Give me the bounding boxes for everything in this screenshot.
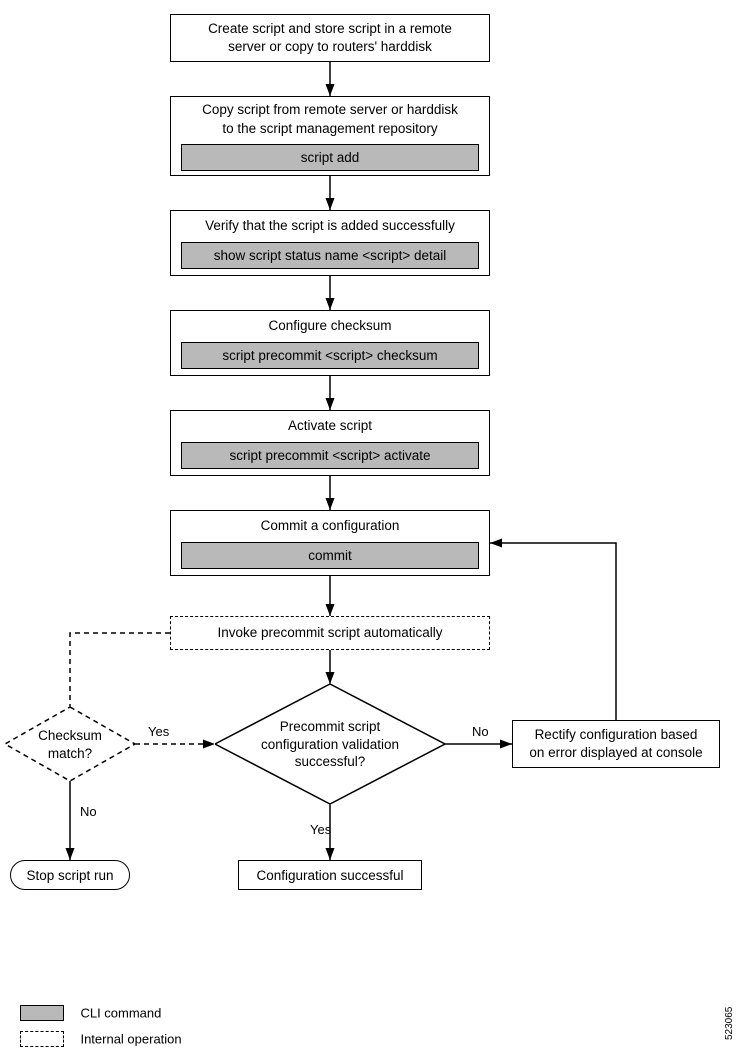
node-label: Invoke precommit script automatically — [217, 624, 442, 642]
decision-label: Checksummatch? — [5, 727, 135, 762]
node-create-script: Create script and store script in a remo… — [170, 14, 490, 62]
cli-command: script add — [181, 144, 479, 171]
node-activate: Activate script script precommit <script… — [170, 410, 490, 476]
edge-label-yes-d1: Yes — [310, 822, 331, 837]
node-label: Configure checksum — [268, 317, 391, 335]
legend: Internal operation — [20, 1030, 182, 1048]
node-label: Commit a configuration — [261, 517, 400, 535]
node-checksum: Configure checksum script precommit <scr… — [170, 310, 490, 376]
terminal-stop: Stop script run — [10, 860, 130, 890]
node-label: Verify that the script is added successf… — [205, 217, 455, 235]
terminal-success: Configuration successful — [238, 860, 422, 890]
legend-swatch-internal — [20, 1031, 64, 1047]
cli-command: script precommit <script> activate — [181, 442, 479, 469]
figure-id: 523065 — [724, 1007, 735, 1040]
node-commit: Commit a configuration commit — [170, 510, 490, 576]
node-verify: Verify that the script is added successf… — [170, 210, 490, 276]
decision-validation: Precommit scriptconfiguration validation… — [215, 684, 216, 685]
terminal-label: Stop script run — [26, 868, 113, 883]
decision-checksum: Checksummatch? — [5, 707, 6, 708]
node-copy-script: Copy script from remote server or harddi… — [170, 96, 490, 176]
node-invoke-precommit: Invoke precommit script automatically — [170, 616, 490, 650]
flowchart-canvas: Create script and store script in a remo… — [0, 0, 740, 1062]
node-label: Activate script — [288, 417, 372, 435]
node-rectify: Rectify configuration basedon error disp… — [512, 720, 720, 768]
cli-command: script precommit <script> checksum — [181, 342, 479, 369]
edge-label-yes-d2: Yes — [148, 724, 169, 739]
decision-label: Precommit scriptconfiguration validation… — [215, 718, 445, 771]
node-label: Copy script from remote server or harddi… — [202, 101, 458, 137]
node-label: Create script and store script in a remo… — [208, 20, 452, 56]
legend-text-cli: CLI command — [80, 1005, 161, 1020]
edge-label-no-d2: No — [80, 804, 97, 819]
cli-command: commit — [181, 542, 479, 569]
edge-label-no-d1: No — [472, 724, 489, 739]
legend-swatch-cli — [20, 1005, 64, 1021]
legend: CLI command — [20, 1004, 161, 1022]
node-label: Rectify configuration basedon error disp… — [529, 726, 702, 762]
legend-text-internal: Internal operation — [80, 1031, 181, 1046]
terminal-label: Configuration successful — [256, 868, 403, 883]
cli-command: show script status name <script> detail — [181, 242, 479, 269]
